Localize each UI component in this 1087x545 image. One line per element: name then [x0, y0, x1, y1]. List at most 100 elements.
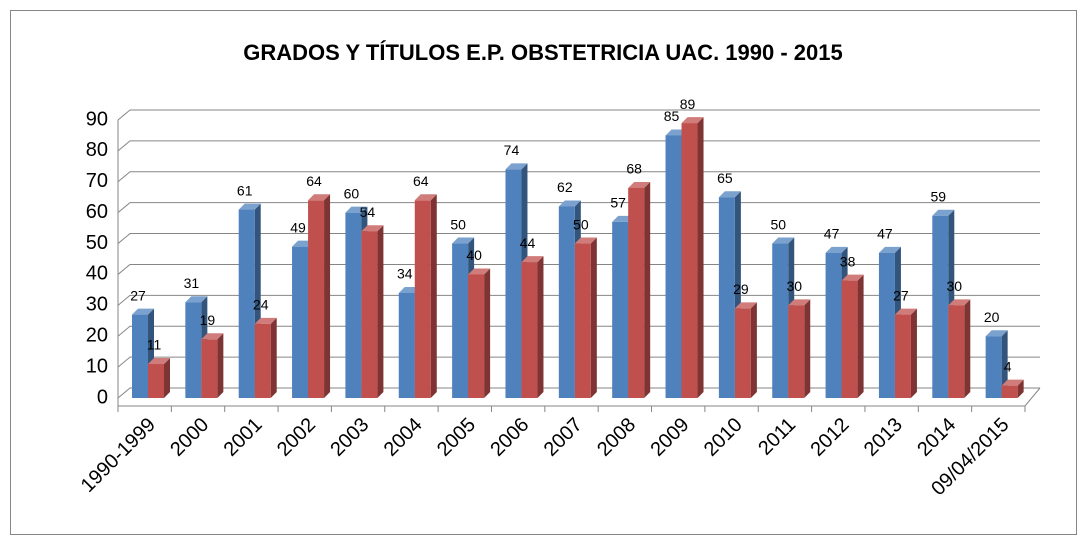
bar-side	[217, 333, 224, 398]
bar	[521, 262, 538, 398]
bar	[985, 336, 1002, 398]
bar-side	[324, 194, 331, 398]
bar-side	[164, 358, 170, 398]
chart-frame	[10, 10, 1077, 535]
bar-top	[718, 191, 741, 198]
grid-line	[117, 140, 1040, 152]
bar-top	[878, 246, 901, 253]
bar-top	[132, 308, 154, 315]
y-tick-label: 80	[86, 139, 108, 161]
bar-top	[948, 299, 971, 306]
y-tick-label: 60	[86, 201, 108, 223]
value-label: 64	[306, 173, 322, 189]
y-tick-label: 20	[86, 325, 108, 347]
value-label: 64	[413, 173, 429, 189]
value-label: 68	[626, 161, 642, 177]
y-tick-label: 30	[86, 294, 108, 316]
bar	[308, 200, 325, 398]
bar	[148, 364, 164, 398]
bar-top	[414, 194, 437, 201]
grid-line	[117, 171, 1040, 183]
value-label: 47	[877, 226, 893, 242]
value-label: 61	[237, 182, 253, 198]
bar-top	[985, 330, 1008, 337]
bar-side	[644, 181, 651, 398]
bar-side	[910, 308, 917, 398]
value-label: 60	[344, 185, 360, 201]
bar	[185, 302, 202, 398]
bar	[398, 292, 415, 398]
bar-side	[804, 299, 811, 398]
y-tick-label: 40	[86, 263, 108, 285]
grid-line	[117, 109, 1040, 121]
bar	[665, 135, 682, 398]
bar-side	[750, 302, 757, 398]
value-label: 19	[200, 312, 216, 328]
bar	[718, 197, 735, 398]
value-label: 65	[717, 170, 733, 186]
bar	[788, 305, 805, 398]
bar-top	[468, 268, 491, 275]
bar-top	[185, 296, 208, 303]
value-label: 89	[680, 96, 696, 112]
bar	[414, 200, 431, 398]
y-tick-label: 90	[86, 108, 108, 130]
value-label: 50	[450, 216, 466, 232]
bar-top	[788, 299, 811, 306]
bar	[201, 339, 218, 398]
bar	[894, 314, 911, 398]
bar	[361, 231, 378, 398]
value-label: 27	[130, 287, 146, 303]
value-label: 29	[733, 281, 749, 297]
value-label: 24	[253, 297, 269, 313]
bar-top	[894, 308, 917, 315]
bar-top	[361, 225, 384, 232]
bar-side	[537, 256, 544, 398]
bar-top	[452, 237, 475, 244]
bar-top	[1001, 379, 1024, 386]
bar-side	[377, 225, 384, 398]
chart-title: GRADOS Y TÍTULOS E.P. OBSTETRICIA UAC. 1…	[243, 40, 842, 65]
value-label: 4	[1004, 358, 1012, 374]
bar	[628, 187, 645, 398]
y-tick-label: 10	[86, 355, 108, 377]
bar-top	[932, 209, 955, 216]
value-label: 30	[947, 278, 963, 294]
bar-top	[254, 317, 277, 324]
bar-top	[841, 274, 864, 281]
bar-top	[681, 117, 704, 124]
value-label: 31	[184, 275, 200, 291]
bar	[238, 209, 255, 398]
bar-side	[697, 117, 704, 398]
bar	[345, 212, 362, 398]
bar-side	[270, 317, 277, 398]
bar-side	[1001, 330, 1008, 398]
value-label: 62	[557, 179, 573, 195]
value-label: 50	[573, 216, 589, 232]
y-tick-label: 50	[86, 232, 108, 254]
value-label: 20	[984, 309, 1000, 325]
value-label: 44	[520, 235, 536, 251]
bar-top	[521, 256, 544, 263]
bar-top	[734, 302, 757, 309]
bar	[841, 280, 858, 398]
bar-side	[430, 194, 437, 398]
bar	[468, 274, 485, 398]
value-label: 59	[931, 188, 947, 204]
bar-top	[345, 206, 368, 213]
bar	[878, 252, 895, 398]
bar-top	[148, 358, 170, 365]
value-label: 38	[840, 253, 856, 269]
value-label: 27	[893, 287, 909, 303]
bar	[292, 246, 309, 398]
bar	[574, 243, 591, 398]
value-label: 34	[397, 266, 413, 282]
value-label: 49	[290, 219, 306, 235]
value-label: 57	[610, 195, 626, 211]
bar	[734, 308, 751, 398]
bar	[681, 123, 698, 398]
bar-top	[628, 181, 651, 188]
value-label: 11	[147, 337, 162, 353]
value-label: 47	[824, 226, 840, 242]
bar-side	[590, 237, 597, 398]
